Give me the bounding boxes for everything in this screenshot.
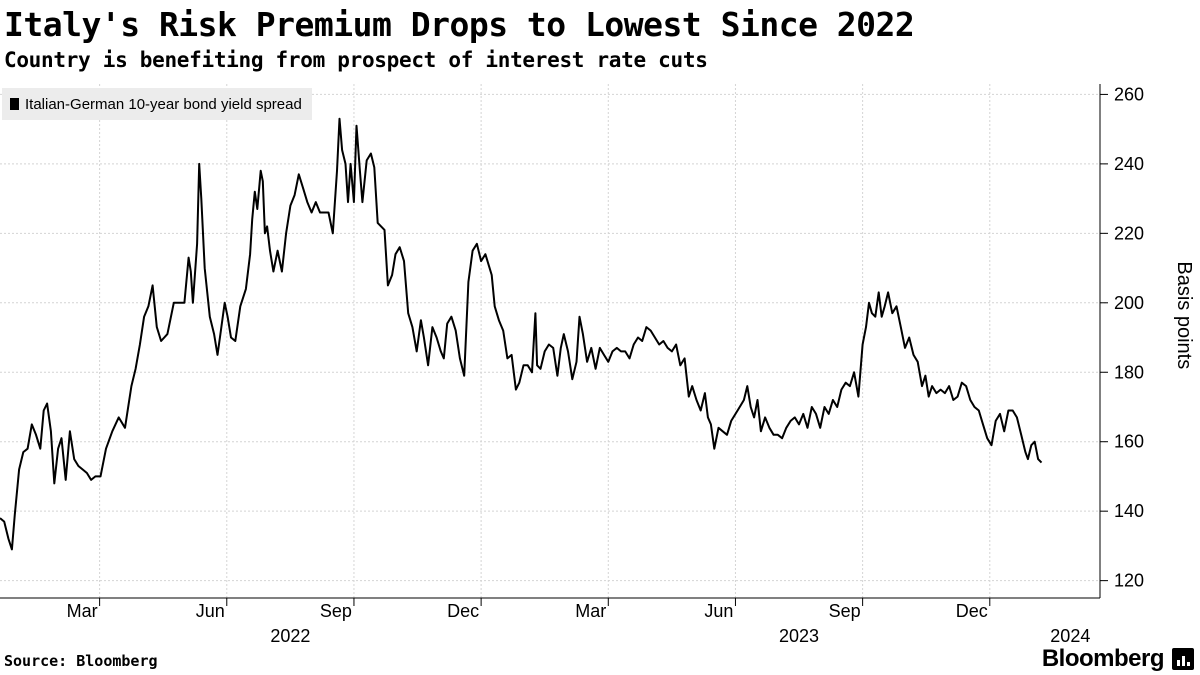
x-tick-label: Dec — [447, 601, 479, 621]
x-tick-label: Jun — [196, 601, 225, 621]
y-tick-label: 160 — [1114, 432, 1144, 452]
series-spread — [0, 117, 1043, 551]
y-axis: 120 140 160 180 200 220 240 260 — [1099, 84, 1144, 598]
y-tick-label: 120 — [1114, 571, 1144, 591]
chart-title: Italy's Risk Premium Drops to Lowest Sin… — [4, 5, 915, 44]
x-tick-label: Mar — [67, 601, 98, 621]
bloomberg-mark-icon — [1172, 648, 1194, 670]
gridlines — [0, 84, 1108, 598]
y-tick-label: 240 — [1114, 154, 1144, 174]
x-year-label: 2024 — [1050, 626, 1090, 646]
x-tick-label: Jun — [704, 601, 733, 621]
y-tick-label: 260 — [1114, 84, 1144, 104]
source-note: Source: Bloomberg — [4, 652, 158, 670]
x-year-label: 2023 — [779, 626, 819, 646]
x-tick-label: Sep — [829, 601, 861, 621]
y-tick-label: 140 — [1114, 501, 1144, 521]
x-year-label: 2022 — [270, 626, 310, 646]
x-tick-label: Mar — [575, 601, 606, 621]
y-tick-label: 180 — [1114, 362, 1144, 382]
y-tick-label: 200 — [1114, 293, 1144, 313]
x-tick-label: Sep — [320, 601, 352, 621]
legend-swatch — [10, 98, 19, 110]
y-tick-label: 220 — [1114, 223, 1144, 243]
x-tick-label: Dec — [956, 601, 988, 621]
y-axis-title: Basis points — [1173, 261, 1195, 369]
brand-logo: Bloomberg — [1041, 645, 1165, 672]
legend: Italian-German 10-year bond yield spread — [2, 88, 312, 120]
series-line — [0, 117, 1043, 551]
x-axis: Mar Jun Sep Dec Mar Jun Sep Dec 2022 2023 2024 — [0, 597, 1100, 646]
chart-subtitle: Country is benefiting from prospect of i… — [4, 48, 708, 72]
legend-label: Italian-German 10-year bond yield spread — [25, 95, 302, 113]
